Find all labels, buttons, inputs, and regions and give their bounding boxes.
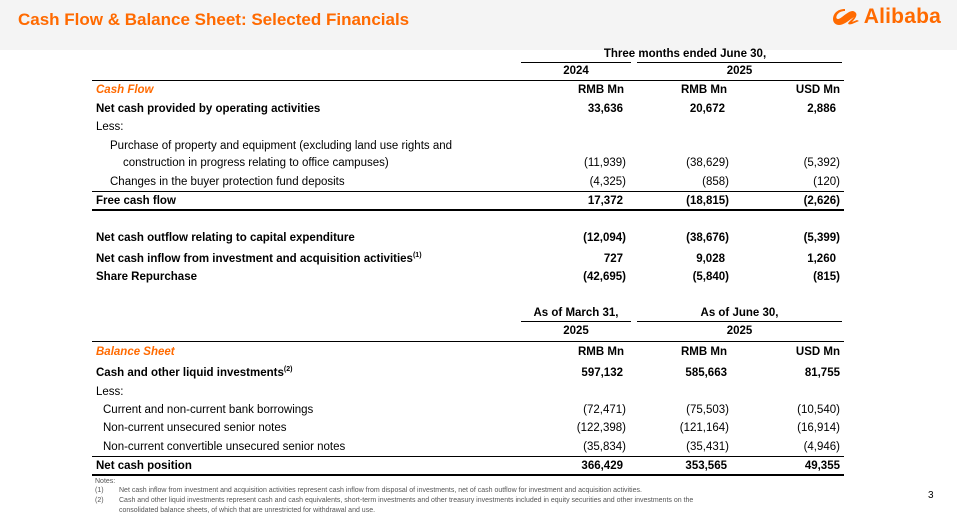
cf-row-value: (11,939)	[584, 157, 626, 169]
bs-left-year: 2025	[563, 325, 589, 337]
note-text: Cash and other liquid investments repres…	[119, 497, 694, 504]
cf-row-value: (42,695)	[583, 271, 626, 283]
cf-row-label: Less:	[96, 121, 124, 133]
bs-row-value: 81,755	[804, 367, 840, 379]
fcf-top-rule	[92, 191, 844, 192]
bs-row-value: (122,398)	[576, 422, 626, 434]
cf-row-label: Net cash inflow from investment and acqu…	[96, 252, 422, 265]
cf-row-value: 33,636	[587, 103, 623, 115]
cf-currency-3: USD Mn	[795, 84, 840, 96]
bs-right-header: As of June 30,	[700, 307, 779, 319]
cf-row-value: 727	[603, 253, 623, 265]
alibaba-logo-icon	[832, 9, 859, 25]
cf-row-label: construction in progress relating to off…	[123, 157, 389, 169]
page-number: 3	[928, 490, 934, 501]
note-text: consolidated balance sheets, of which th…	[119, 507, 376, 514]
note-number: (2)	[95, 497, 104, 504]
bs-right-year: 2025	[726, 325, 753, 337]
bs-row-value: (10,540)	[797, 404, 840, 416]
cf-row-value: (5,392)	[803, 157, 840, 169]
brand-logo: Alibaba	[831, 4, 941, 30]
bs-row-label: Non-current convertible unsecured senior…	[103, 441, 346, 453]
cf-year-2024: 2024	[563, 65, 589, 77]
ncp-top-rule	[92, 456, 844, 457]
cf-row-value: (18,815)	[686, 195, 729, 207]
bs-currency-2: RMB Mn	[681, 346, 727, 358]
bs-row-label: Current and non-current bank borrowings	[103, 404, 314, 416]
bs-row-value: (4,946)	[803, 441, 840, 453]
cf-row-value: (12,094)	[583, 232, 626, 244]
brand-name: Alibaba	[863, 5, 941, 28]
bs-row-value: (121,164)	[679, 422, 729, 434]
cf-row-value: (38,629)	[686, 157, 729, 169]
bs-divider-left	[521, 321, 631, 322]
header-bar: Cash Flow & Balance Sheet: Selected Fina…	[0, 0, 957, 50]
bs-left-header: As of March 31,	[533, 307, 619, 319]
cf-row-value: 17,372	[587, 195, 623, 207]
bs-currency-3: USD Mn	[795, 346, 840, 358]
note-text: Net cash inflow from investment and acqu…	[119, 487, 642, 494]
cf-header-rule	[92, 80, 844, 81]
cf-row-value: (5,840)	[692, 271, 729, 283]
bs-row-label: Net cash position	[96, 460, 192, 472]
bs-row-value: (35,834)	[583, 441, 626, 453]
bs-row-value: 585,663	[685, 367, 727, 379]
cf-row-value: 1,260	[807, 253, 836, 265]
page-title: Cash Flow & Balance Sheet: Selected Fina…	[18, 10, 410, 29]
bs-row-label: Non-current unsecured senior notes	[103, 422, 287, 434]
bs-row-value: (75,503)	[686, 404, 729, 416]
bs-row-label: Less:	[96, 386, 124, 398]
cf-row-value: (815)	[813, 271, 840, 283]
bs-row-value: 49,355	[804, 460, 840, 472]
cf-divider-2024	[521, 62, 631, 63]
bs-row-label: Cash and other liquid investments(2)	[96, 366, 293, 379]
bs-divider-right	[637, 321, 842, 322]
cf-currency-1: RMB Mn	[578, 84, 624, 96]
cf-row-label: Free cash flow	[96, 195, 176, 207]
bs-row-value: (16,914)	[797, 422, 840, 434]
cf-row-value: (2,626)	[803, 195, 840, 207]
bs-row-value: (35,431)	[686, 441, 729, 453]
cf-row-value: 2,886	[807, 103, 836, 115]
bs-section-label: Balance Sheet	[96, 346, 175, 358]
cf-row-label: Net cash outflow relating to capital exp…	[96, 232, 355, 244]
cf-row-label: Net cash provided by operating activitie…	[96, 103, 321, 115]
cf-row-value: (120)	[813, 176, 840, 188]
cf-period-header: Three months ended June 30,	[603, 48, 767, 60]
cf-section-label: Cash Flow	[96, 84, 154, 96]
cf-divider-2025	[637, 62, 842, 63]
bs-row-value: 353,565	[685, 460, 727, 472]
ncp-bottom-rule	[92, 474, 844, 476]
bs-currency-1: RMB Mn	[578, 346, 624, 358]
bs-row-value: 597,132	[581, 367, 623, 379]
cf-row-value: (5,399)	[803, 232, 840, 244]
cf-row-value: 9,028	[696, 253, 725, 265]
note-number: (1)	[95, 487, 104, 494]
cf-row-label: Purchase of property and equipment (excl…	[110, 140, 453, 152]
fcf-bottom-rule	[92, 209, 844, 211]
footnote-ref: (1)	[412, 252, 422, 259]
cf-row-label: Changes in the buyer protection fund dep…	[110, 176, 345, 188]
cf-row-value: 20,672	[689, 103, 725, 115]
cf-row-value: (4,325)	[589, 176, 626, 188]
notes-heading: Notes:	[95, 478, 116, 485]
cf-row-label: Share Repurchase	[96, 271, 197, 283]
bs-row-value: 366,429	[581, 460, 623, 472]
bs-header-rule	[92, 341, 844, 342]
cf-row-value: (38,676)	[686, 232, 729, 244]
cf-year-2025: 2025	[726, 65, 753, 77]
cf-row-value: (858)	[702, 176, 729, 188]
footnote-ref: (2)	[283, 366, 293, 373]
bs-row-value: (72,471)	[583, 404, 626, 416]
cf-currency-2: RMB Mn	[681, 84, 727, 96]
